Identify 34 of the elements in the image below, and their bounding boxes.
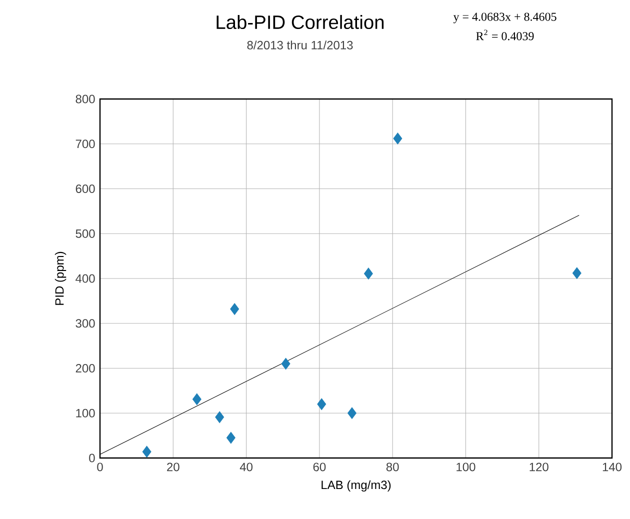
y-tick-label: 300 (76, 319, 95, 328)
x-tick-label: 60 (313, 462, 326, 472)
point (281, 358, 290, 370)
y-axis-title: PID (ppm) (54, 252, 66, 305)
x-tick-label: 140 (602, 462, 622, 472)
point (317, 398, 326, 410)
point (215, 411, 224, 424)
y-tick-label: 600 (76, 184, 95, 194)
y-tick-label: 200 (76, 364, 95, 373)
point (348, 407, 356, 419)
y-tick-label: 700 (76, 140, 95, 148)
point (572, 267, 582, 279)
text: y = 4.0683x + 8.4605 (453, 12, 556, 24)
y-tick-label: 100 (76, 408, 95, 418)
y-tick-label: 800 (76, 94, 95, 104)
point (192, 393, 202, 406)
y-tick-label: 500 (76, 229, 95, 238)
point (142, 446, 152, 458)
x-axis-title: LAB (mg/m3) (322, 480, 391, 492)
x-tick-label: 100 (456, 462, 476, 472)
point (230, 303, 240, 315)
point (393, 132, 402, 144)
chart-title: Lab-PID Correlation (216, 14, 384, 30)
x-tick-label: 40 (240, 462, 252, 472)
chart-subtitle: 8/2013 thru 11/2013 (247, 40, 353, 50)
x-tick-label: 20 (167, 462, 180, 472)
text: R$^{2}$ = 0.4039 (476, 30, 534, 40)
x-tick-label: 0 (97, 462, 103, 472)
y-tick-label: 0 (89, 454, 95, 462)
x-tick-label: 120 (530, 462, 548, 472)
y-tick-label: 400 (76, 274, 95, 283)
x-tick-label: 80 (386, 462, 399, 472)
point (364, 268, 373, 280)
point (226, 432, 236, 444)
